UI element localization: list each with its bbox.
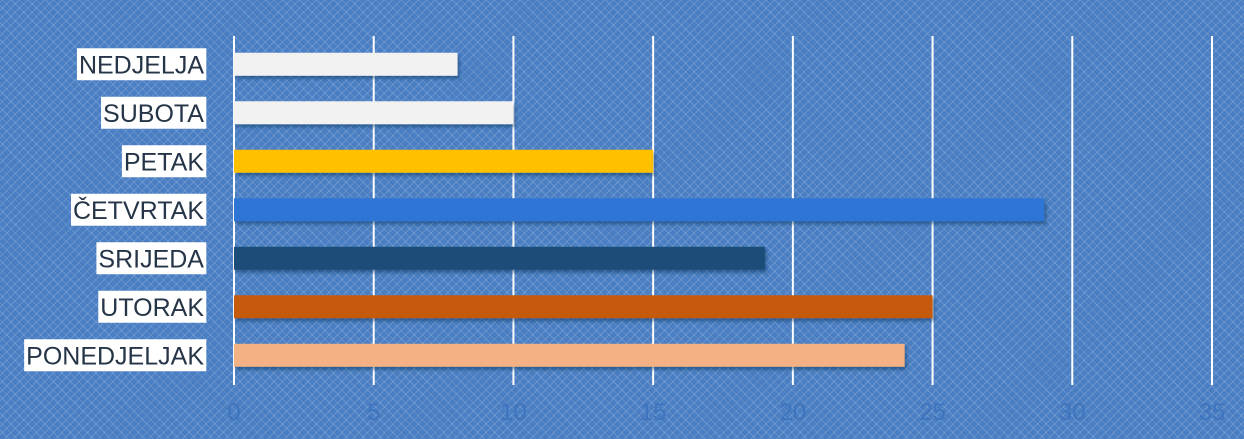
category-label: SRIJEDA [98,245,204,273]
category-labels: PONEDJELJAK UTORAK SRIJEDA ČETVRTAK PETAK SUB… [24,48,207,372]
category-label-background [98,290,207,323]
bar [234,101,514,125]
category-label-background [76,48,207,81]
category-label-background [121,145,207,178]
category-label: SUBOTA [103,100,204,128]
bar [234,343,905,367]
category-label: UTORAK [100,294,204,322]
category-label: PONEDJELJAK [26,342,204,370]
bar [234,52,458,76]
x-tick-label: 5 [367,399,380,426]
category-label-background [101,96,207,129]
x-tick-label: 35 [1199,399,1226,426]
category-label: PETAK [124,148,204,176]
category-label: NEDJELJA [79,51,204,79]
category-label-background [70,193,207,226]
bar [234,246,765,270]
category-label-background [24,339,207,372]
x-tick-label: 10 [500,399,527,426]
category-label-background [96,242,207,275]
x-tick-label: 20 [780,399,807,426]
x-axis-tick-labels: 0 5 10 15 20 25 30 35 [227,399,1225,426]
x-tick-label: 0 [227,399,240,426]
bar [234,149,654,173]
bar [234,295,933,319]
x-tick-label: 30 [1059,399,1086,426]
x-tick-label: 25 [919,399,946,426]
bar [234,198,1045,222]
x-tick-label: 15 [640,399,667,426]
bars [234,52,1045,367]
category-label: ČETVRTAK [73,196,204,225]
